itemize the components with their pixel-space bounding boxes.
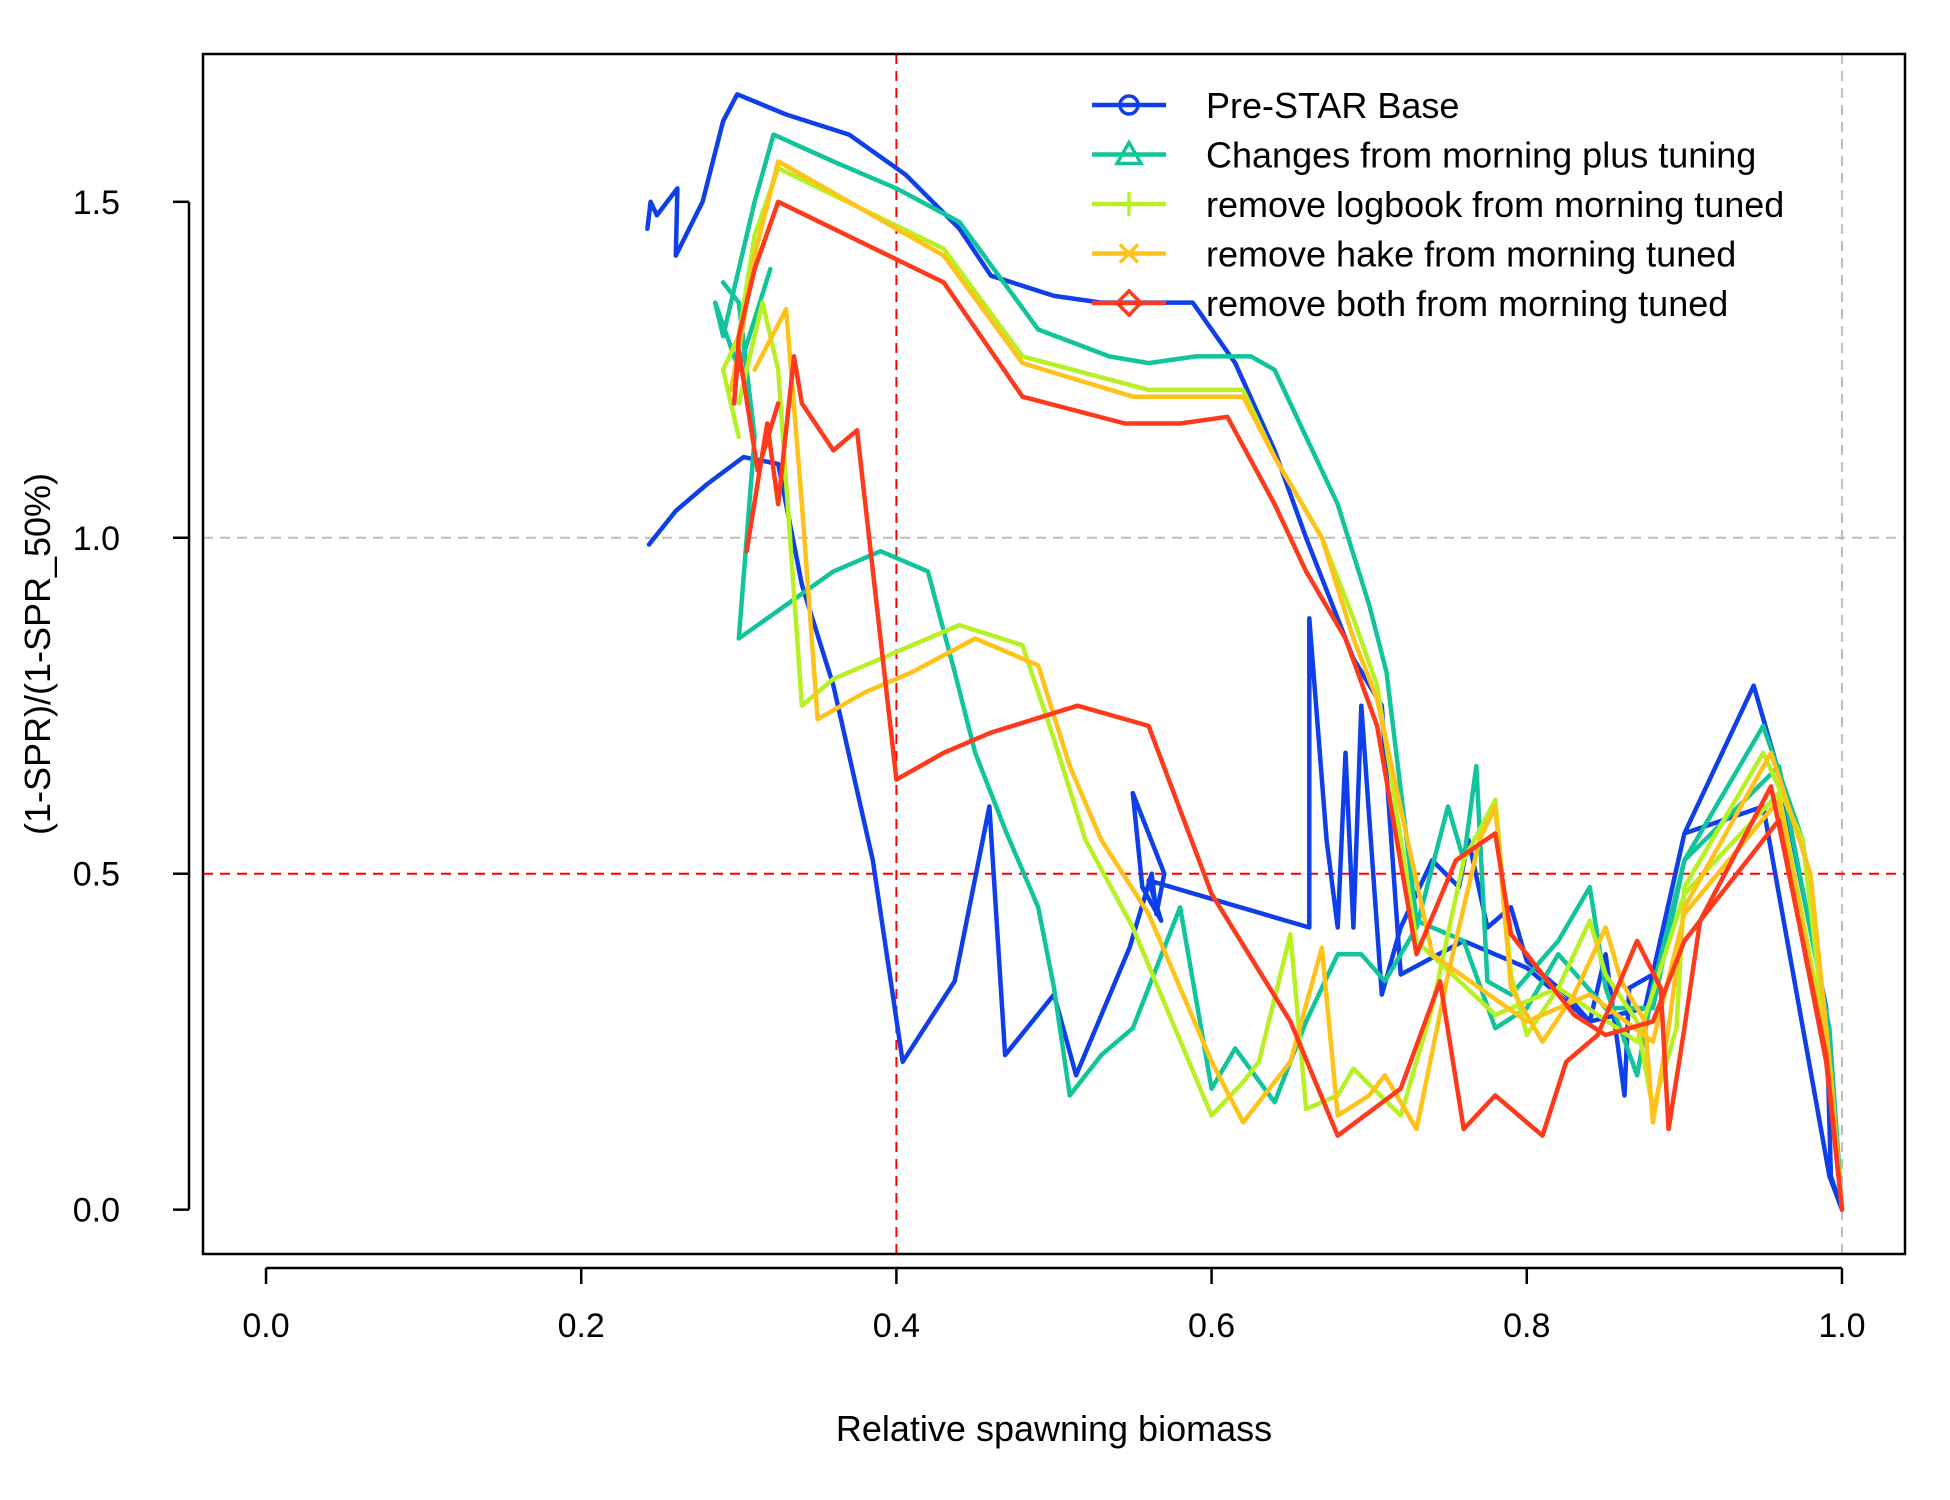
legend-marker-cross xyxy=(1118,243,1140,264)
legend-label: Changes from morning plus tuning xyxy=(1206,135,1756,176)
series-line-remove-both-from-morning-tuned xyxy=(731,199,1845,1212)
legend-label: remove hake from morning tuned xyxy=(1206,234,1736,275)
legend: Pre-STAR Base Changes from morning plus t… xyxy=(1092,85,1784,324)
y-tick-label: 0.5 xyxy=(73,856,120,894)
x-tick-label: 0.0 xyxy=(242,1307,289,1345)
y-axis-title: (1-SPR)/(1-SPR_50%) xyxy=(17,473,58,835)
series-line-pre-star-base xyxy=(645,92,1845,1212)
legend-marker-diamond xyxy=(1114,288,1144,318)
series-line-changes-from-morning-plus-tuning xyxy=(712,132,1845,1212)
y-tick-label: 1.5 xyxy=(73,184,120,222)
x-tick-label: 1.0 xyxy=(1818,1307,1865,1345)
series-line-remove-hake-from-morning-tuned xyxy=(728,159,1845,1212)
y-axis: 0.0 0.5 1.0 1.5 xyxy=(73,184,191,1230)
x-axis: 0.0 0.2 0.4 0.6 0.8 1.0 xyxy=(242,1266,1866,1345)
y-tick-label: 0.0 xyxy=(73,1192,120,1230)
legend-item-remove-both-from-morning-tuned: remove both from morning tuned xyxy=(1092,283,1728,324)
legend-label: remove logbook from morning tuned xyxy=(1206,184,1784,225)
x-axis-title: Relative spawning biomass xyxy=(836,1408,1272,1449)
legend-label: remove both from morning tuned xyxy=(1206,283,1728,324)
x-tick-label: 0.4 xyxy=(873,1307,920,1345)
legend-marker-plus xyxy=(1117,192,1141,216)
x-tick-label: 0.2 xyxy=(558,1307,605,1345)
legend-marker-circle xyxy=(1118,94,1140,116)
y-tick-label: 1.0 xyxy=(73,520,120,558)
legend-item-remove-hake-from-morning-tuned: remove hake from morning tuned xyxy=(1092,234,1736,275)
plot-series xyxy=(645,92,1845,1212)
legend-item-remove-logbook-from-morning-tuned: remove logbook from morning tuned xyxy=(1092,184,1784,225)
legend-item-pre-star-base: Pre-STAR Base xyxy=(1092,85,1459,126)
legend-label: Pre-STAR Base xyxy=(1206,85,1459,126)
legend-marker-triangle xyxy=(1113,138,1145,166)
x-tick-label: 0.8 xyxy=(1503,1307,1550,1345)
plot-frame xyxy=(201,52,1907,1256)
x-tick-label: 0.6 xyxy=(1188,1307,1235,1345)
legend-item-changes-from-morning-plus-tuning: Changes from morning plus tuning xyxy=(1092,135,1756,176)
